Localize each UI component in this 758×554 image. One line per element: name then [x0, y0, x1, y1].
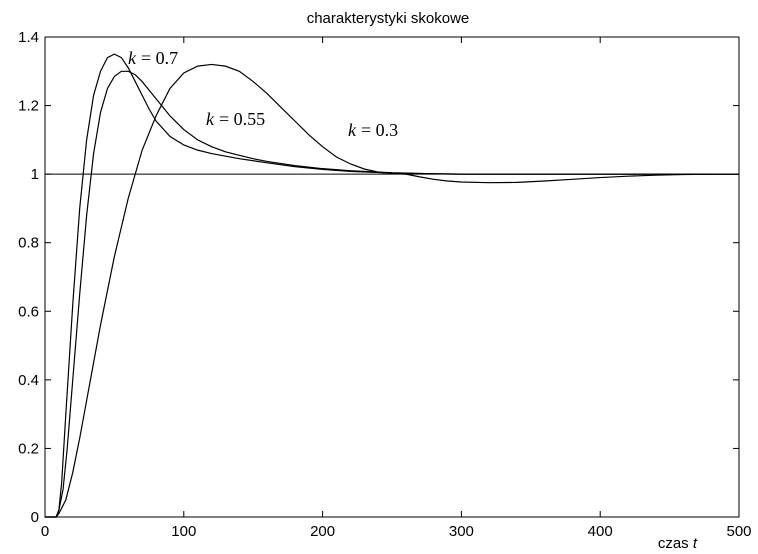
plot-frame: [44, 36, 740, 518]
chart-title: charakterystyki skokowe: [307, 10, 470, 27]
series-label-k-055-var: k: [206, 109, 215, 129]
series-line-2: [45, 63, 739, 518]
x-axis-label-var: t: [693, 535, 698, 552]
x-tick-label: 400: [588, 523, 613, 540]
x-tick-label: 500: [726, 523, 751, 540]
series-label-k-07: k = 0.7: [128, 48, 178, 68]
y-tick-label: 0.4: [18, 372, 39, 389]
series-label-k-03: k = 0.3: [348, 120, 398, 140]
y-axis-ticks: 0 0.2 0.4 0.6 0.8 1 1.2 1.4: [18, 29, 739, 526]
x-tick-label: 200: [310, 523, 335, 540]
y-tick-label: 1.2: [18, 98, 39, 115]
y-tick-label: 0.8: [18, 235, 39, 252]
x-axis-label-prefix: czas: [658, 535, 693, 552]
series-label-k-07-var: k: [128, 48, 137, 68]
series-label-k-07-value: = 0.7: [141, 48, 178, 68]
series-label-k-03-value: = 0.3: [361, 120, 398, 140]
series-label-k-055-value: = 0.55: [219, 109, 265, 129]
series-label-k-055: k = 0.55: [206, 109, 265, 129]
x-axis-ticks: 0 100 200 300 400 500: [41, 37, 752, 540]
x-tick-label: 300: [449, 523, 474, 540]
y-tick-label: 1.4: [18, 29, 39, 46]
curves-group: [45, 53, 739, 518]
y-tick-label: 0.2: [18, 440, 39, 457]
series-label-k-03-var: k: [348, 120, 357, 140]
y-tick-label: 1: [31, 166, 39, 183]
y-tick-label: 0.6: [18, 303, 39, 320]
x-tick-label: 100: [171, 523, 196, 540]
x-axis-label: czas t: [658, 535, 698, 552]
y-tick-label: 0: [31, 509, 39, 526]
x-tick-label: 0: [41, 523, 49, 540]
